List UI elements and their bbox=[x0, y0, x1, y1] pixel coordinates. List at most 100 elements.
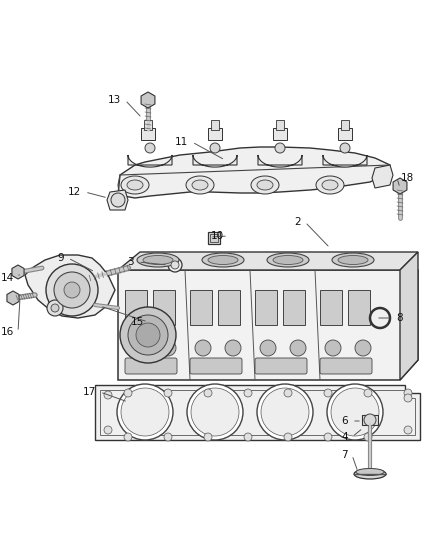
Ellipse shape bbox=[137, 253, 179, 267]
Circle shape bbox=[244, 389, 252, 397]
Circle shape bbox=[324, 433, 332, 441]
FancyBboxPatch shape bbox=[255, 358, 307, 374]
Circle shape bbox=[128, 315, 168, 355]
Circle shape bbox=[111, 193, 125, 207]
Circle shape bbox=[204, 433, 212, 441]
Ellipse shape bbox=[267, 253, 309, 267]
Bar bbox=[218, 290, 240, 325]
Circle shape bbox=[117, 384, 173, 440]
Bar bbox=[210, 234, 218, 242]
Circle shape bbox=[324, 389, 332, 397]
Bar bbox=[255, 290, 277, 325]
Circle shape bbox=[171, 261, 179, 269]
Circle shape bbox=[51, 304, 59, 312]
Circle shape bbox=[331, 388, 379, 436]
Ellipse shape bbox=[332, 253, 374, 267]
Circle shape bbox=[145, 143, 155, 153]
Text: 4: 4 bbox=[341, 432, 348, 442]
Text: 17: 17 bbox=[83, 387, 96, 397]
Bar bbox=[341, 120, 349, 130]
Bar bbox=[190, 290, 212, 325]
Bar bbox=[211, 120, 219, 130]
Ellipse shape bbox=[354, 469, 386, 479]
Circle shape bbox=[136, 323, 160, 347]
Circle shape bbox=[284, 433, 292, 441]
Ellipse shape bbox=[127, 180, 143, 190]
Polygon shape bbox=[258, 155, 302, 167]
Bar bbox=[208, 128, 222, 140]
Bar bbox=[125, 290, 147, 325]
Ellipse shape bbox=[356, 469, 384, 475]
Bar bbox=[153, 290, 175, 325]
Circle shape bbox=[187, 384, 243, 440]
Polygon shape bbox=[118, 252, 418, 270]
Ellipse shape bbox=[186, 176, 214, 194]
Bar bbox=[141, 128, 155, 140]
Circle shape bbox=[124, 433, 132, 441]
Bar bbox=[283, 290, 305, 325]
Text: 6: 6 bbox=[341, 416, 348, 426]
Text: 14: 14 bbox=[1, 273, 14, 283]
Text: 11: 11 bbox=[175, 137, 188, 147]
Text: 15: 15 bbox=[131, 317, 144, 327]
Text: 18: 18 bbox=[401, 173, 414, 183]
Text: 2: 2 bbox=[294, 217, 301, 227]
Polygon shape bbox=[107, 190, 128, 210]
Circle shape bbox=[261, 388, 309, 436]
Circle shape bbox=[204, 389, 212, 397]
Polygon shape bbox=[118, 270, 418, 380]
Ellipse shape bbox=[316, 176, 344, 194]
Polygon shape bbox=[372, 165, 393, 188]
Ellipse shape bbox=[257, 180, 273, 190]
Bar bbox=[208, 232, 220, 244]
Circle shape bbox=[290, 340, 306, 356]
Circle shape bbox=[64, 282, 80, 298]
Circle shape bbox=[54, 272, 90, 308]
Bar bbox=[320, 290, 342, 325]
Polygon shape bbox=[95, 385, 420, 440]
Ellipse shape bbox=[208, 255, 238, 264]
Circle shape bbox=[244, 433, 252, 441]
Text: 3: 3 bbox=[127, 257, 134, 267]
Circle shape bbox=[104, 426, 112, 434]
Circle shape bbox=[275, 143, 285, 153]
Circle shape bbox=[340, 143, 350, 153]
Ellipse shape bbox=[273, 255, 303, 264]
Bar bbox=[276, 120, 284, 130]
Circle shape bbox=[225, 340, 241, 356]
Polygon shape bbox=[128, 155, 172, 167]
Ellipse shape bbox=[143, 255, 173, 264]
Circle shape bbox=[260, 340, 276, 356]
Polygon shape bbox=[400, 252, 418, 380]
Ellipse shape bbox=[192, 180, 208, 190]
Ellipse shape bbox=[121, 176, 149, 194]
Circle shape bbox=[130, 340, 146, 356]
Circle shape bbox=[404, 389, 412, 397]
Circle shape bbox=[404, 394, 412, 402]
Circle shape bbox=[160, 340, 176, 356]
Polygon shape bbox=[118, 147, 390, 198]
FancyBboxPatch shape bbox=[125, 358, 177, 374]
Ellipse shape bbox=[322, 180, 338, 190]
Circle shape bbox=[164, 389, 172, 397]
Polygon shape bbox=[323, 155, 367, 167]
Polygon shape bbox=[193, 155, 237, 167]
Circle shape bbox=[104, 391, 112, 399]
Circle shape bbox=[370, 308, 390, 328]
Circle shape bbox=[124, 389, 132, 397]
FancyBboxPatch shape bbox=[190, 358, 242, 374]
Bar bbox=[348, 290, 370, 325]
Circle shape bbox=[327, 384, 383, 440]
Bar bbox=[338, 128, 352, 140]
Text: 13: 13 bbox=[108, 95, 121, 105]
Text: 7: 7 bbox=[341, 450, 348, 460]
Circle shape bbox=[121, 388, 169, 436]
Circle shape bbox=[257, 384, 313, 440]
Circle shape bbox=[168, 258, 182, 272]
Circle shape bbox=[47, 300, 63, 316]
Circle shape bbox=[284, 389, 292, 397]
Text: 9: 9 bbox=[57, 253, 64, 263]
Bar bbox=[273, 128, 287, 140]
Circle shape bbox=[364, 414, 376, 426]
Text: 8: 8 bbox=[396, 313, 403, 323]
